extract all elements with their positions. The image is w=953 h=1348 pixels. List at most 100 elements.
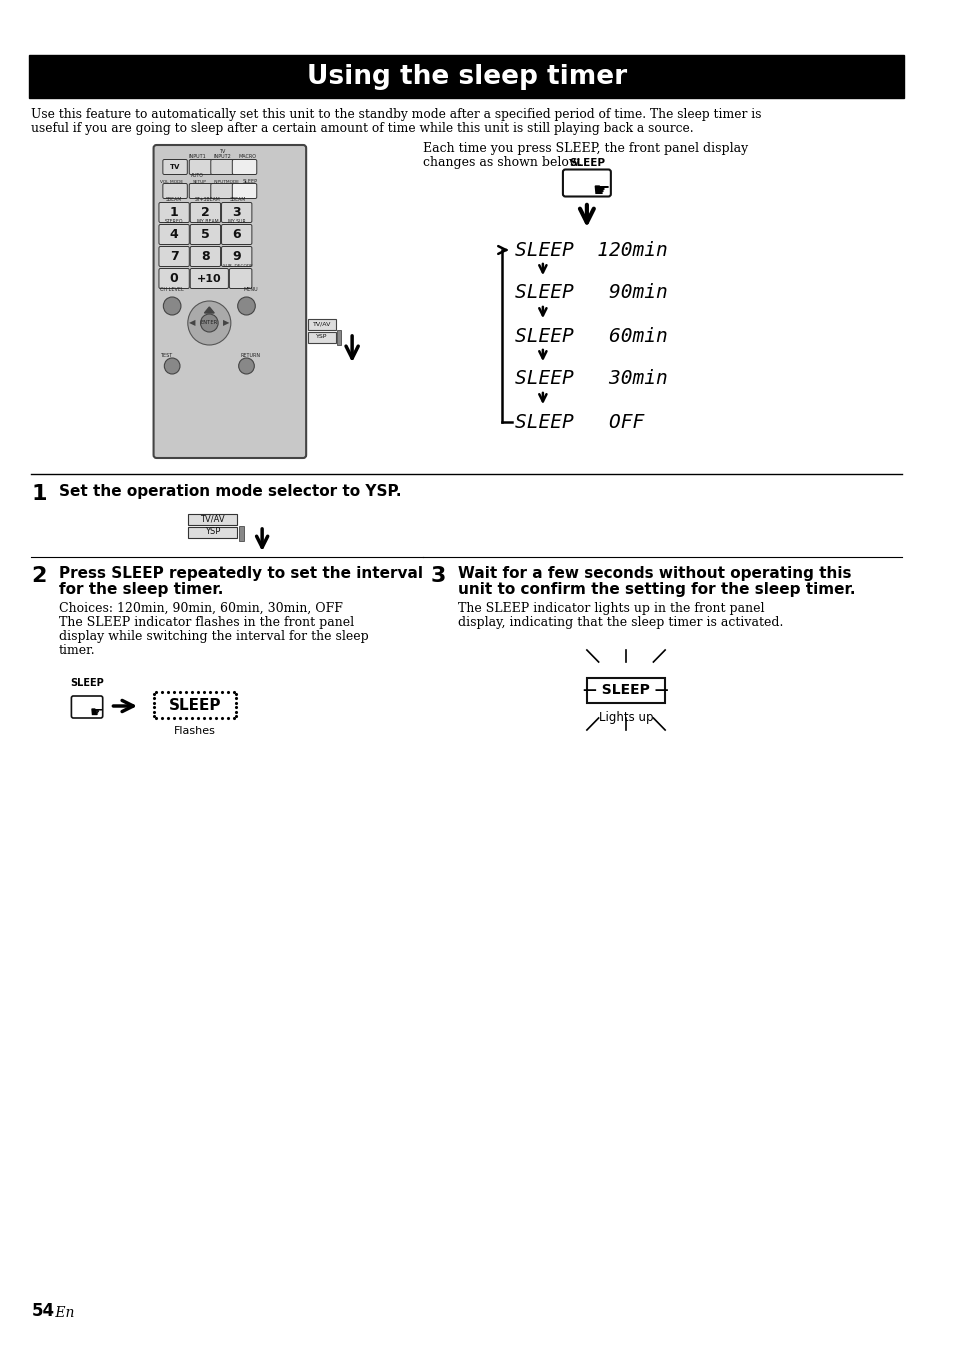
Text: 3BEAM: 3BEAM [230,197,246,202]
FancyBboxPatch shape [211,183,235,198]
Text: ▶: ▶ [222,318,229,328]
Text: 5: 5 [201,228,210,241]
Text: RETURN: RETURN [240,353,260,359]
Text: SLEEP   60min: SLEEP 60min [515,326,667,345]
Text: TV/AV: TV/AV [313,322,331,326]
Text: The SLEEP indicator lights up in the front panel: The SLEEP indicator lights up in the fro… [457,603,763,615]
Text: 5BEAM: 5BEAM [166,197,182,202]
Bar [308,319,335,330]
Text: 7: 7 [170,249,178,263]
Text: SLEEP   OFF: SLEEP OFF [515,412,644,431]
Text: for the sleep timer.: for the sleep timer. [59,582,223,597]
FancyBboxPatch shape [229,268,252,288]
Text: +10: +10 [197,274,221,283]
Text: Press SLEEP repeatedly to set the interval: Press SLEEP repeatedly to set the interv… [59,566,422,581]
Text: 3: 3 [233,206,241,218]
Bar [30,55,902,98]
Text: TV/AV: TV/AV [200,515,224,523]
FancyBboxPatch shape [221,225,252,244]
FancyBboxPatch shape [190,202,220,222]
Bar [188,514,236,524]
Text: ◀: ◀ [190,318,195,328]
Text: changes as shown below.: changes as shown below. [422,156,581,168]
FancyBboxPatch shape [159,202,189,222]
FancyBboxPatch shape [233,183,256,198]
Text: ST+3BEAM: ST+3BEAM [194,197,220,202]
FancyBboxPatch shape [159,247,189,267]
FancyBboxPatch shape [159,225,189,244]
Text: SETUP: SETUP [193,181,206,183]
Text: TV: TV [170,164,180,170]
Text: timer.: timer. [59,644,95,656]
Text: En: En [51,1306,74,1320]
Text: Use this feature to automatically set this unit to the standby mode after a spec: Use this feature to automatically set th… [31,108,761,121]
Bar [586,678,664,702]
Text: MENU: MENU [243,287,257,293]
FancyBboxPatch shape [163,183,187,198]
Text: 1: 1 [170,206,178,218]
Text: INPUT2: INPUT2 [213,154,231,159]
Bar [308,332,335,342]
Text: SLEEP  120min: SLEEP 120min [515,240,667,260]
Text: display, indicating that the sleep timer is activated.: display, indicating that the sleep timer… [457,616,782,630]
FancyBboxPatch shape [221,247,252,267]
Text: 3: 3 [430,566,445,586]
Text: 8: 8 [201,249,210,263]
FancyBboxPatch shape [190,247,220,267]
Text: SLEEP   30min: SLEEP 30min [515,369,667,388]
Text: 2: 2 [201,206,210,218]
Text: TV: TV [218,150,225,154]
Text: INPUT1: INPUT1 [189,154,206,159]
Circle shape [163,297,181,315]
FancyBboxPatch shape [159,268,189,288]
Text: INPUTMODE: INPUTMODE [213,181,239,183]
Text: ☛: ☛ [592,181,610,200]
Bar [337,330,341,345]
FancyBboxPatch shape [233,159,256,174]
Text: 9: 9 [233,249,241,263]
Text: Wait for a few seconds without operating this: Wait for a few seconds without operating… [457,566,850,581]
Text: VOL MODE: VOL MODE [160,181,183,183]
Text: SUR. DECODE: SUR. DECODE [222,264,253,268]
Text: YSP: YSP [204,527,220,537]
Text: Flashes: Flashes [173,727,215,736]
Text: 2: 2 [31,566,47,586]
Text: SLEEP: SLEEP [568,158,604,168]
Text: useful if you are going to sleep after a certain amount of time while this unit : useful if you are going to sleep after a… [31,123,693,135]
FancyBboxPatch shape [153,146,306,458]
Text: SLEEP: SLEEP [169,698,221,713]
Text: The SLEEP indicator flashes in the front panel: The SLEEP indicator flashes in the front… [59,616,354,630]
Text: Set the operation mode selector to YSP.: Set the operation mode selector to YSP. [59,484,401,499]
Text: Lights up: Lights up [598,710,653,724]
FancyBboxPatch shape [221,202,252,222]
Text: ☛: ☛ [90,705,104,720]
Polygon shape [204,307,214,313]
Bar [188,527,236,538]
FancyBboxPatch shape [190,268,228,288]
FancyBboxPatch shape [190,225,220,244]
Text: SLEEP: SLEEP [243,179,257,183]
Text: Each time you press SLEEP, the front panel display: Each time you press SLEEP, the front pan… [422,142,747,155]
Text: 4: 4 [170,228,178,241]
Text: SLEEP   90min: SLEEP 90min [515,283,667,302]
Text: Using the sleep timer: Using the sleep timer [306,63,626,89]
Bar [238,526,243,541]
Text: 1: 1 [31,484,47,504]
Circle shape [188,301,231,345]
FancyBboxPatch shape [163,159,187,174]
Text: CH LEVEL: CH LEVEL [160,287,184,293]
Circle shape [238,359,254,373]
Text: display while switching the interval for the sleep: display while switching the interval for… [59,630,368,643]
Text: AUTO: AUTO [191,173,204,178]
FancyBboxPatch shape [211,159,235,174]
Text: STEREO: STEREO [165,218,183,224]
Text: 6: 6 [233,228,241,241]
Text: MY BEAM: MY BEAM [196,218,218,224]
FancyBboxPatch shape [189,159,213,174]
Circle shape [200,314,218,332]
Circle shape [164,359,180,373]
Text: 0: 0 [170,272,178,284]
Text: ENTER: ENTER [200,321,217,325]
Text: unit to confirm the setting for the sleep timer.: unit to confirm the setting for the slee… [457,582,855,597]
Text: 54: 54 [31,1302,54,1320]
